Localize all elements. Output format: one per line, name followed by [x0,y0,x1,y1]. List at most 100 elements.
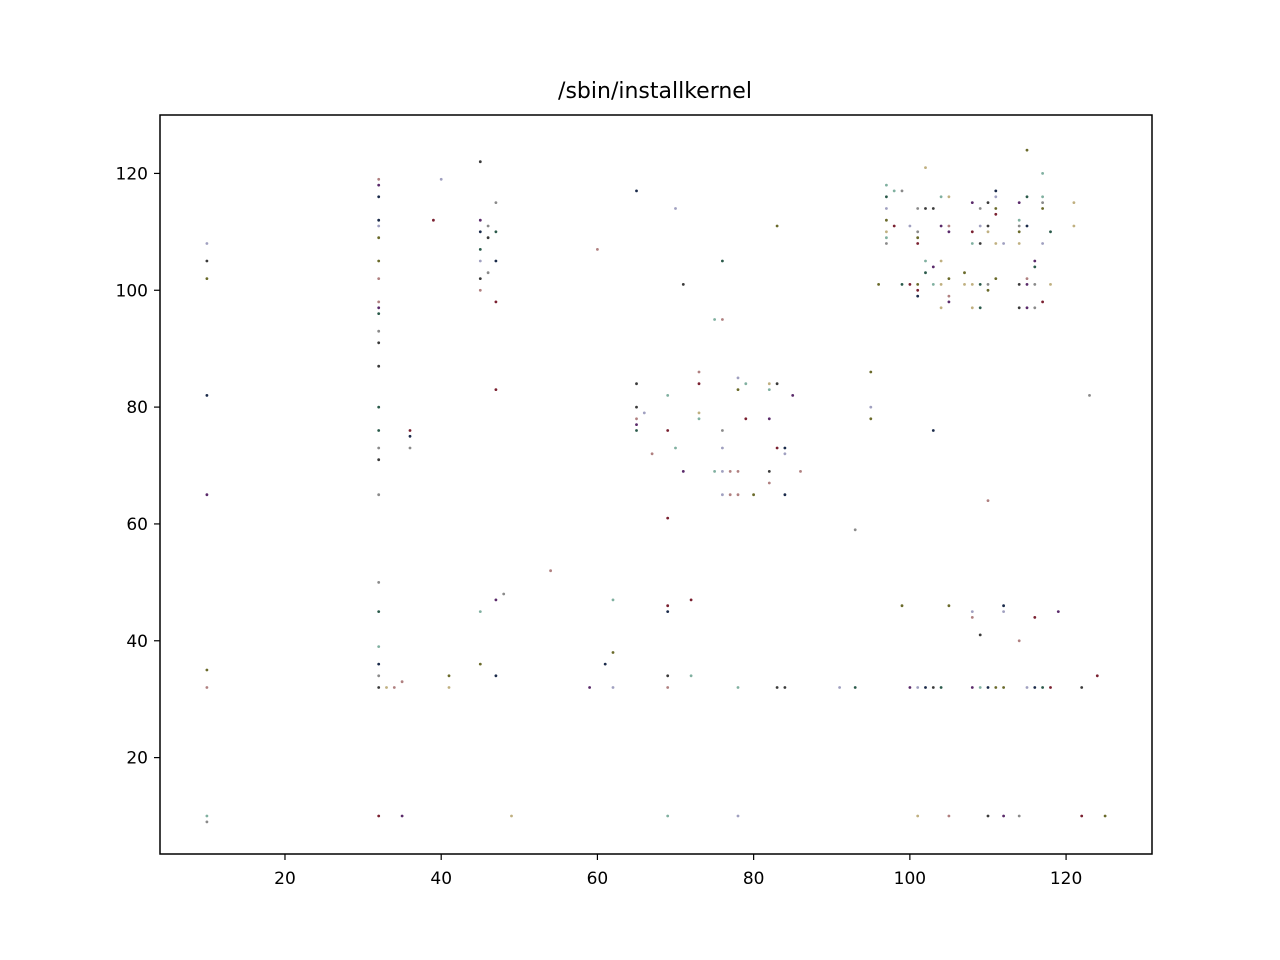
data-point [478,160,482,164]
data-point [1033,616,1037,619]
data-point [892,224,896,228]
data-point [377,364,381,368]
y-tick-label: 120 [116,164,148,184]
data-point [642,411,646,415]
data-point [1002,610,1005,613]
data-point [728,470,732,473]
data-point [385,686,388,689]
data-point [635,423,638,426]
data-point [1025,306,1029,310]
data-point [1017,230,1021,234]
data-point [1088,394,1091,397]
x-tick-label: 120 [1050,869,1082,889]
data-point [885,207,888,210]
data-point [885,242,888,245]
data-point [908,224,912,228]
data-point [377,195,381,199]
data-point [486,224,490,228]
data-point [205,493,209,497]
data-point [947,277,951,280]
data-point [674,207,677,210]
data-point [775,224,779,228]
data-point [963,271,966,275]
plot-frame [159,114,1153,855]
data-point [635,382,638,386]
data-point [377,224,381,228]
data-point [1095,674,1099,678]
data-point [916,288,920,292]
data-point [916,294,920,298]
data-point [924,271,927,275]
data-point [1080,686,1084,689]
data-point [494,300,498,304]
data-point [924,686,927,689]
data-point [377,458,381,462]
data-point [205,814,209,818]
data-point [681,470,685,473]
data-point [377,429,381,432]
data-point [994,212,998,216]
y-tick-label: 80 [126,398,148,418]
data-point [666,394,670,397]
data-point [1017,218,1021,222]
data-point [721,318,724,321]
data-point [916,207,920,210]
data-point [674,446,677,450]
data-point [478,248,482,251]
data-point [736,814,740,818]
data-point [1017,814,1021,818]
data-point [978,633,982,637]
data-point [205,259,209,263]
data-point [408,446,412,450]
data-point [978,306,982,310]
data-point [721,446,724,450]
data-point [970,283,974,286]
data-point [994,189,998,193]
data-point [1025,283,1029,286]
data-point [478,277,482,280]
data-point [1056,610,1060,613]
data-point [1041,172,1044,175]
data-point [635,417,638,421]
data-point [377,645,381,648]
data-point [478,259,482,263]
data-point [767,382,771,386]
data-point [947,230,951,234]
data-point [721,429,724,432]
data-point [697,417,701,421]
data-point [1049,283,1052,286]
data-point [1041,242,1044,245]
data-point [736,470,740,473]
data-point [494,259,498,263]
data-point [1017,306,1021,310]
data-point [478,218,482,222]
data-point [1049,230,1052,234]
data-point [916,230,920,234]
data-point [970,616,974,619]
data-point [721,259,724,263]
y-tick-label: 60 [126,515,148,535]
data-point [486,271,490,275]
data-point [900,604,904,608]
points-layer [205,148,1107,824]
data-point [205,686,209,689]
data-point [377,329,381,333]
data-point [978,224,982,228]
data-point [986,814,990,818]
data-point [994,195,998,199]
data-point [939,259,943,263]
data-point [853,528,857,532]
y-tick-label: 40 [126,632,148,652]
data-point [885,195,888,199]
data-point [377,493,381,497]
data-point [549,569,552,573]
data-point [978,686,982,689]
data-point [736,388,740,391]
y-tick-label: 20 [126,749,148,769]
data-point [1033,686,1037,689]
data-point [447,686,451,689]
data-point [1017,242,1021,245]
data-point [900,283,904,286]
data-point [970,242,974,245]
data-point [885,236,888,240]
